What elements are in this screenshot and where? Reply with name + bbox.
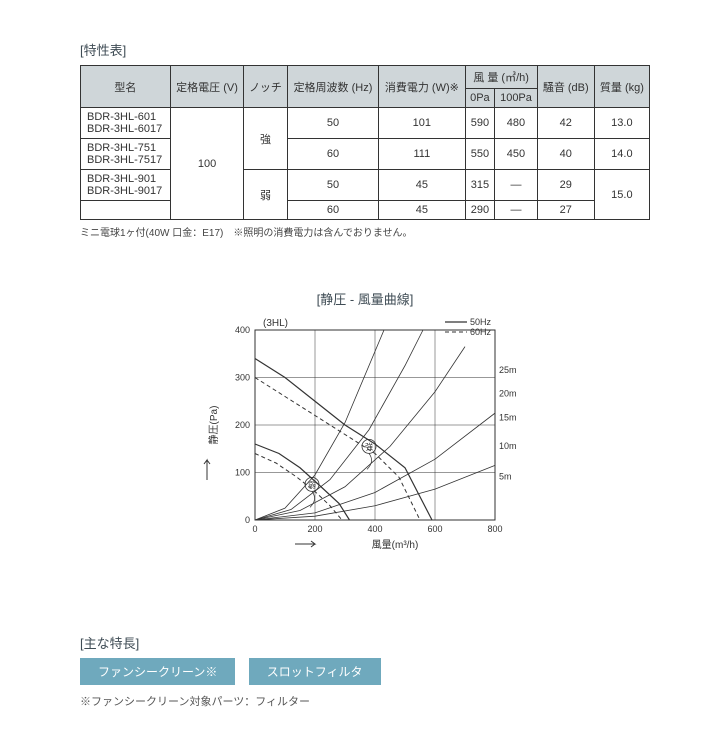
svg-text:100: 100 bbox=[235, 468, 250, 478]
td: 590 bbox=[465, 108, 495, 139]
td: 40 bbox=[537, 139, 594, 170]
feature-badges: ファンシークリーン※ スロットフィルタ bbox=[80, 658, 650, 685]
svg-text:25m: 25m bbox=[499, 365, 517, 375]
feature-note: ※ファンシークリーン対象パーツ：フィルター bbox=[80, 693, 650, 709]
td: — bbox=[495, 170, 537, 201]
svg-text:強: 強 bbox=[365, 441, 373, 451]
svg-text:5m: 5m bbox=[499, 472, 512, 482]
svg-text:400: 400 bbox=[367, 524, 382, 534]
svg-text:風量(m³/h): 風量(m³/h) bbox=[372, 539, 419, 550]
svg-text:静圧(Pa): 静圧(Pa) bbox=[207, 406, 220, 445]
td: 45 bbox=[379, 201, 465, 220]
spec-table: 型名 定格電圧 (V) ノッチ 定格周波数 (Hz) 消費電力 (W)※ 風 量… bbox=[80, 65, 650, 220]
td: 42 bbox=[537, 108, 594, 139]
badge-fancy-clean: ファンシークリーン※ bbox=[80, 658, 235, 685]
th-noise: 騒音 (dB) bbox=[537, 66, 594, 108]
th-notch: ノッチ bbox=[244, 66, 287, 108]
td: 45 bbox=[379, 170, 465, 201]
table-model-cell: BDR-3HL-751BDR-3HL-7517 bbox=[81, 139, 171, 170]
td: 480 bbox=[495, 108, 537, 139]
td: 13.0 bbox=[594, 108, 649, 139]
svg-text:600: 600 bbox=[427, 524, 442, 534]
th-mass: 質量 (kg) bbox=[594, 66, 649, 108]
svg-text:50Hz: 50Hz bbox=[470, 317, 492, 327]
badge-slot-filter: スロットフィルタ bbox=[249, 658, 381, 685]
chart-title: [静圧 - 風量曲線] bbox=[80, 289, 650, 308]
td: 60 bbox=[287, 139, 378, 170]
th-power: 消費電力 (W)※ bbox=[379, 66, 465, 108]
td: 14.0 bbox=[594, 139, 649, 170]
svg-text:20m: 20m bbox=[499, 389, 517, 399]
td: 315 bbox=[465, 170, 495, 201]
td: 290 bbox=[465, 201, 495, 220]
th-freq: 定格周波数 (Hz) bbox=[287, 66, 378, 108]
features-title: [主な特長] bbox=[80, 633, 650, 652]
td-notch-weak: 弱 bbox=[244, 170, 287, 220]
svg-text:200: 200 bbox=[307, 524, 322, 534]
svg-text:400: 400 bbox=[235, 325, 250, 335]
svg-text:60Hz: 60Hz bbox=[470, 327, 492, 337]
th-voltage: 定格電圧 (V) bbox=[170, 66, 244, 108]
th-airflow: 風 量 (㎥/h) bbox=[465, 66, 537, 89]
table-footnote: ミニ電球1ヶ付(40W 口金：E17) ※照明の消費電力は含んでおりません。 bbox=[80, 224, 650, 239]
td: 60 bbox=[287, 201, 378, 220]
svg-text:0: 0 bbox=[245, 515, 250, 525]
th-model: 型名 bbox=[81, 66, 171, 108]
td-notch-strong: 強 bbox=[244, 108, 287, 170]
td: — bbox=[495, 201, 537, 220]
table-model-cell: BDR-3HL-601BDR-3HL-6017 bbox=[81, 108, 171, 139]
svg-text:(3HL): (3HL) bbox=[263, 318, 288, 329]
svg-text:0: 0 bbox=[252, 524, 257, 534]
svg-text:300: 300 bbox=[235, 373, 250, 383]
svg-text:弱: 弱 bbox=[308, 480, 316, 489]
td: 101 bbox=[379, 108, 465, 139]
svg-text:15m: 15m bbox=[499, 412, 517, 422]
td: 50 bbox=[287, 108, 378, 139]
td: 111 bbox=[379, 139, 465, 170]
td: 550 bbox=[465, 139, 495, 170]
td: 450 bbox=[495, 139, 537, 170]
table-model-cell bbox=[81, 201, 171, 220]
static-pressure-chart: 0 200 400 600 800 0 100 200 300 400 5m 10m 15m 20m 25m… bbox=[195, 310, 535, 550]
th-af100: 100Pa bbox=[495, 89, 537, 108]
svg-text:800: 800 bbox=[487, 524, 502, 534]
spec-table-title: [特性表] bbox=[80, 40, 650, 59]
svg-text:200: 200 bbox=[235, 420, 250, 430]
td: 29 bbox=[537, 170, 594, 201]
th-af0: 0Pa bbox=[465, 89, 495, 108]
svg-text:10m: 10m bbox=[499, 441, 517, 451]
td: 15.0 bbox=[594, 170, 649, 220]
td-voltage: 100 bbox=[170, 108, 244, 220]
td: 50 bbox=[287, 170, 378, 201]
table-model-cell: BDR-3HL-901BDR-3HL-9017 bbox=[81, 170, 171, 201]
td: 27 bbox=[537, 201, 594, 220]
